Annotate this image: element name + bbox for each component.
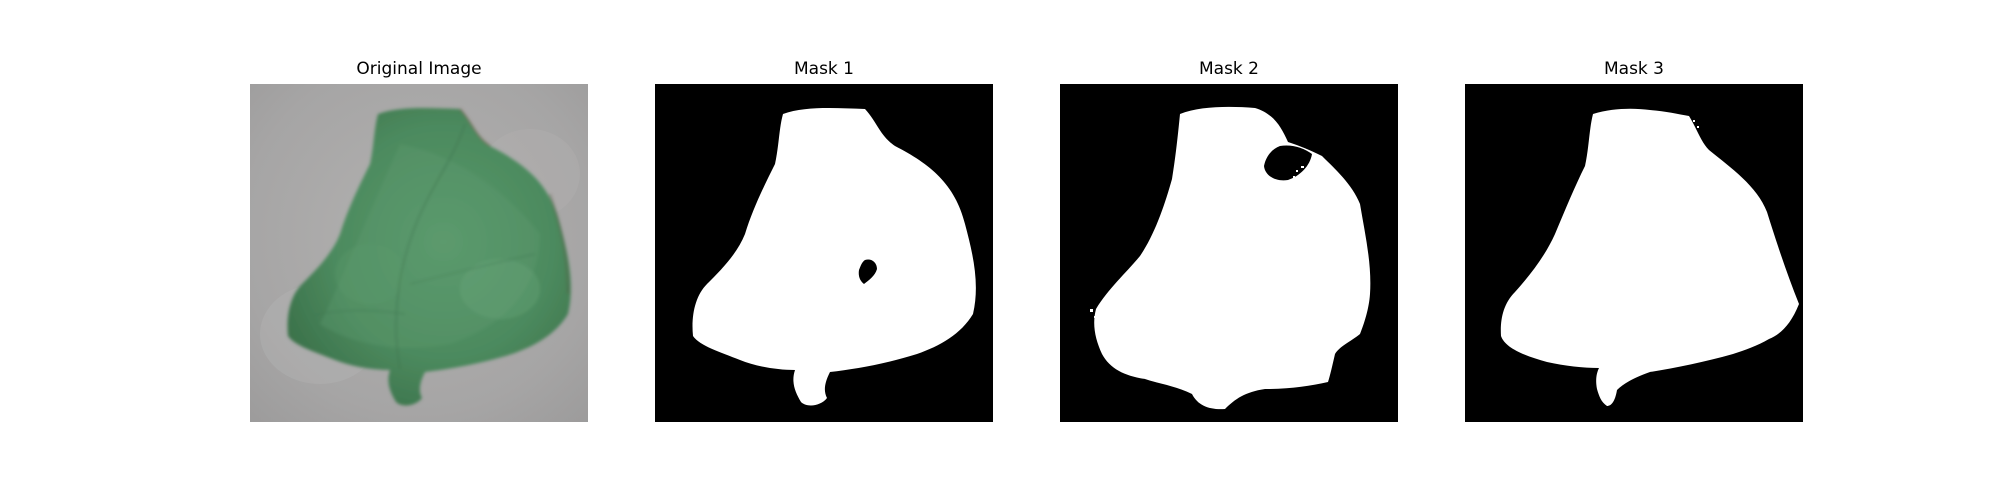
mask-2-image: [1060, 84, 1398, 422]
mask-3-image: [1465, 84, 1803, 422]
panel-title: Mask 2: [1198, 59, 1259, 79]
mask-1-image: [655, 84, 993, 422]
panel-title: Mask 1: [793, 59, 854, 79]
panel-title: Mask 3: [1603, 59, 1664, 79]
panel-mask-1: Mask 1: [655, 55, 993, 422]
panel-title: Original Image: [356, 59, 482, 79]
panel-mask-2: Mask 2: [1060, 55, 1398, 422]
panel-mask-3: Mask 3: [1465, 55, 1803, 422]
original-leaf-image: [250, 84, 588, 422]
panel-original-image: Original Image: [250, 55, 588, 422]
